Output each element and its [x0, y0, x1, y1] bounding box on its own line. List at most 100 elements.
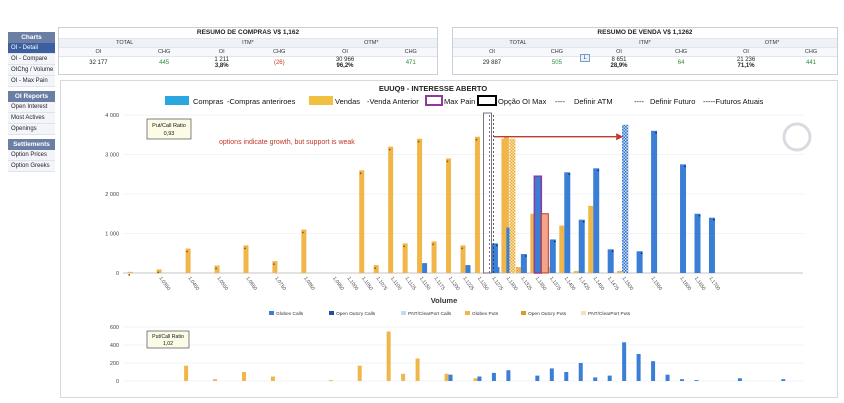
- x-axis-label: Volume: [431, 296, 458, 305]
- volume-bar-call: [636, 354, 641, 381]
- vendas-group-total: TOTAL: [453, 38, 583, 48]
- vendas-table: TOTAL ITM* OTM* OI CHG OI CHG OI CHG 29 …: [453, 38, 837, 69]
- y-tick-label: 4 000: [105, 113, 119, 119]
- bar-put: [359, 170, 365, 273]
- bottom-legend-label: Globex Calls: [276, 311, 304, 317]
- open-interest-chart: EUUQ9 - INTERESSE ABERTO Compras -Compras …: [105, 84, 812, 385]
- sidebar-item-oi-max-pain[interactable]: OI - Max Pain: [8, 76, 55, 87]
- bar-put-marker: [128, 273, 131, 276]
- volume-bar-call: [665, 374, 670, 381]
- bar-put: [301, 229, 307, 273]
- vendas-header: CHG: [530, 47, 583, 57]
- x-tick-label: 1,1100: [389, 276, 403, 292]
- vendas-group-otm: OTM*: [707, 38, 837, 48]
- compras-title: RESUMO DE COMPRAS V$ 1,162: [196, 29, 300, 36]
- bar-put: [501, 138, 507, 273]
- volume-bar-call: [622, 342, 627, 381]
- chart-area: EUUQ9 - INTERESSE ABERTO Compras -Compras …: [60, 80, 838, 398]
- sidebar-item-oi-detail[interactable]: OI - Detail: [8, 43, 55, 54]
- x-tick-label: 1,1275: [490, 276, 504, 292]
- sidebar-item-openings[interactable]: Openings: [8, 124, 55, 135]
- bar-put: [559, 225, 565, 273]
- bar-call: [564, 172, 571, 273]
- bar-call: [694, 213, 701, 273]
- x-tick-label: 1,1450: [592, 276, 606, 292]
- compras-group-total: TOTAL: [59, 38, 191, 48]
- vendas-otm-chg: 441: [785, 56, 837, 69]
- bar-call: [651, 130, 658, 273]
- x-tick-label: 1,0450: [186, 276, 200, 292]
- bar-call: [593, 168, 600, 273]
- put-call-ratio-label: Put/Call Ratio: [152, 123, 186, 129]
- watermark-logo-icon: [782, 122, 812, 152]
- x-tick-label: 1,1425: [577, 276, 591, 292]
- bar-put: [446, 158, 452, 273]
- bar-call-marker: [553, 240, 556, 243]
- bar-call: [708, 217, 715, 273]
- bar-call-marker: [582, 220, 585, 223]
- volume-put-call-ratio-label: Put/Call Ratio: [152, 334, 184, 340]
- compras-itm-oi: 1 211 3,8%: [190, 56, 254, 69]
- legend-opcao-oi-max: Opção OI Max: [498, 97, 547, 106]
- compras-otm-oi: 30 966 96,2%: [305, 56, 385, 69]
- bottom-legend-swatch: [269, 311, 274, 315]
- x-tick-label: 1,1225: [461, 276, 475, 292]
- volume-bar-put: [444, 373, 449, 381]
- bar-call-marker: [640, 252, 643, 255]
- compras-otm-chg: 471: [384, 56, 437, 69]
- x-tick-label: 1,0750: [273, 276, 287, 292]
- volume-bar-put: [473, 378, 478, 381]
- compras-header: OI: [305, 47, 385, 57]
- sidebar-item-oichg-volume[interactable]: OIChg / Volume: [8, 65, 55, 76]
- volume-put-call-ratio-box: [146, 330, 190, 349]
- x-tick-label: 1,1375: [548, 276, 562, 292]
- bar-put: [573, 271, 579, 273]
- x-tick-label: 1,0950: [331, 276, 345, 292]
- max-pain-bar: [533, 175, 543, 274]
- volume-bar-call: [694, 380, 699, 381]
- bar-call-marker: [568, 173, 571, 176]
- compras-table: TOTAL ITM* OTM* OI CHG OI CHG OI CHG 32 …: [59, 38, 437, 69]
- mini-l-button[interactable]: L: [580, 54, 590, 62]
- bar-call-marker: [684, 165, 686, 168]
- legend-dash-1: ----: [555, 97, 565, 106]
- bar-put-marker: [461, 247, 463, 250]
- bar-call: [491, 243, 498, 273]
- compras-group-otm: OTM*: [305, 38, 437, 48]
- sidebar-item-open-interest[interactable]: Open Interest: [8, 102, 55, 113]
- legend-venda-anterior: -Venda Anterior: [367, 97, 419, 106]
- x-tick-label: 1,1125: [403, 276, 417, 292]
- bar-call: [578, 219, 585, 273]
- bar-put-marker: [388, 148, 391, 151]
- vendas-otm-pct: 71,1%: [737, 63, 755, 69]
- bar-call-marker: [524, 255, 527, 257]
- bar-put: [185, 248, 191, 273]
- bar-call: [680, 164, 687, 273]
- sidebar-item-option-greeks[interactable]: Option Greeks: [8, 161, 55, 172]
- y-tick-label: 1 000: [105, 232, 119, 238]
- x-tick-label: 1,1550: [649, 276, 663, 292]
- legend-vendas: Vendas: [335, 97, 360, 106]
- legend-max-pain: Max Pain: [444, 97, 475, 106]
- vendas-itm-chg: 64: [655, 56, 708, 69]
- volume-bar-put: [184, 365, 189, 381]
- sidebar-item-oi-compare[interactable]: OI - Compare: [8, 54, 55, 65]
- bar-put-marker: [432, 243, 434, 246]
- volume-bar-put: [213, 379, 218, 381]
- bar-put: [474, 136, 480, 273]
- sidebar: Charts OI - Detail OI - Compare OIChg / …: [8, 28, 55, 172]
- legend-compras-swatch: [165, 96, 189, 105]
- previous-put-bar: [509, 138, 516, 273]
- compras-total-oi: 32 177: [59, 56, 138, 69]
- bar-call: [636, 251, 643, 273]
- bar-put: [243, 245, 249, 273]
- sidebar-item-most-actives[interactable]: Most Actives: [8, 113, 55, 124]
- x-tick-label: 1,1600: [678, 276, 692, 292]
- volume-y-tick-label: 600: [110, 325, 119, 331]
- oi-max-box: [483, 112, 492, 274]
- sidebar-item-option-prices[interactable]: Option Prices: [8, 150, 55, 161]
- legend-dash-2: ----: [634, 97, 644, 106]
- bar-call-marker: [655, 131, 657, 134]
- legend-oi-max-swatch: [477, 95, 497, 106]
- vendas-itm-oi: 8 651 28,9%: [582, 56, 656, 69]
